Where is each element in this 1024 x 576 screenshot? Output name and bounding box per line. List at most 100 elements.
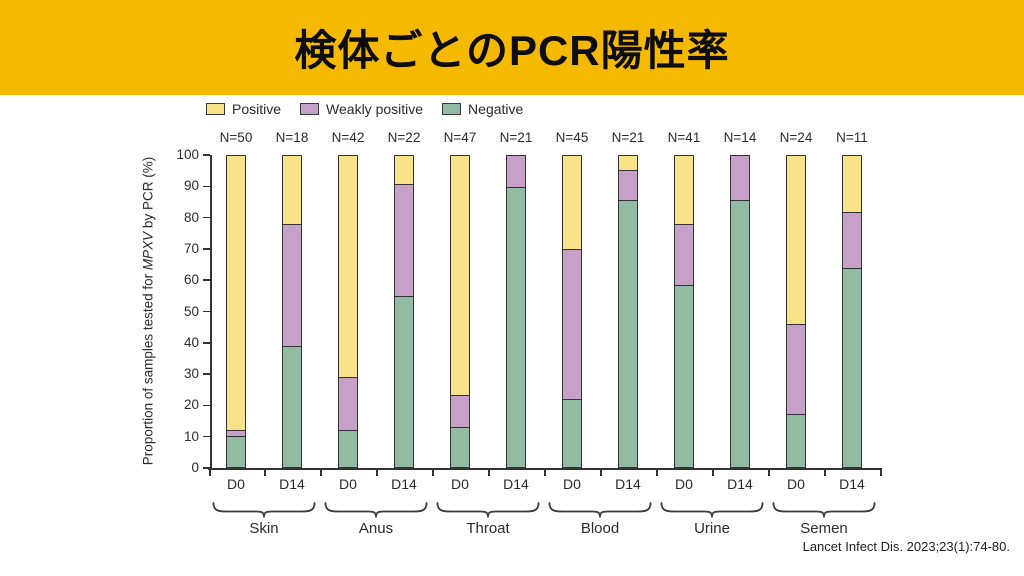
bar-segment-negative [563,398,581,467]
bar-n-label: N=42 [331,130,365,145]
bar-segment-weakly-positive [395,184,413,296]
legend-item-positive: Positive [206,101,281,117]
bar-n-label: N=18 [275,130,309,145]
bar-segment-negative [843,267,861,467]
bar-throat-d0 [450,155,470,468]
bar-segment-negative [675,285,693,467]
bar-segment-weakly-positive [563,249,581,399]
y-tick-mark [203,216,210,219]
y-tick-label: 20 [183,397,199,413]
bar-urine-d14 [730,155,750,468]
bar-day-label: D0 [339,476,357,492]
y-tick-mark [203,435,210,438]
bar-segment-weakly-positive [339,376,357,430]
bar-segment-positive [227,156,245,430]
bar-n-label: N=22 [387,130,421,145]
x-tick-mark [320,468,322,476]
legend-item-negative: Negative [442,101,523,117]
page-title: 検体ごとのPCR陽性率 [294,27,730,74]
group-label-blood: Blood [580,520,620,537]
y-tick-label: 40 [183,334,199,350]
y-tick-label: 0 [191,460,199,475]
bar-throat-d14 [506,155,526,468]
bar-segment-weakly-positive [675,224,693,286]
bar-segment-positive [283,156,301,225]
legend-label-weakly-positive: Weakly positive [326,101,424,117]
bar-anus-d0 [338,155,358,468]
bar-segment-positive [619,156,637,170]
y-tick-label: 60 [183,272,199,288]
y-tick-label: 30 [183,366,199,382]
y-tick-label: 50 [183,303,199,319]
x-tick-mark [600,468,602,476]
x-tick-mark [824,468,826,476]
bar-segment-negative [731,199,749,467]
x-tick-mark [656,468,658,476]
group-brace [548,502,652,519]
y-tick-mark [203,342,210,344]
bar-day-label: D0 [451,476,469,492]
bar-segment-positive [451,156,469,396]
legend-label-positive: Positive [232,101,282,117]
bar-segment-negative [451,426,469,467]
bar-blood-d14 [618,155,638,468]
bar-anus-d14 [394,155,414,468]
y-tick-mark [203,373,210,375]
y-tick-label: 70 [183,240,199,256]
bar-n-label: N=11 [836,130,868,145]
citation: Lancet Infect Dis. 2023;23(1):74-80. [802,539,1010,554]
group-brace [660,502,764,519]
group-label-anus: Anus [358,520,394,537]
legend-item-weakly-positive: Weakly positive [300,101,423,117]
x-tick-mark [432,468,434,476]
bar-semen-d14 [842,155,862,468]
bar-day-label: D0 [787,476,805,492]
bar-n-label: N=24 [779,130,813,145]
x-tick-mark [712,468,714,476]
y-tick-label: 80 [183,209,199,225]
bar-day-label: D0 [675,476,693,492]
bar-day-label: D0 [563,476,581,492]
bar-segment-negative [339,429,357,467]
bar-n-label: N=50 [219,130,253,145]
y-tick-mark [203,310,210,313]
chart-legend: Positive Weakly positive Negative [206,101,523,117]
group-brace [212,502,316,519]
bar-segment-negative [283,345,301,467]
positive-swatch-icon [206,103,225,115]
bar-urine-d0 [674,155,694,468]
bar-segment-weakly-positive [451,395,469,427]
bar-day-label: D14 [279,476,305,492]
bar-n-label: N=41 [667,130,701,145]
y-tick-mark [203,248,210,250]
negative-swatch-icon [442,103,462,115]
y-tick-label: 90 [183,178,199,194]
x-tick-mark [544,468,546,476]
bar-segment-negative [619,199,637,467]
bar-segment-weakly-positive [731,156,749,200]
bar-n-label: N=45 [555,130,589,145]
group-label-throat: Throat [466,520,510,537]
bar-semen-d0 [786,155,806,468]
bar-segment-weakly-positive [283,224,301,346]
bar-blood-d0 [562,155,582,468]
bar-segment-negative [507,187,525,467]
bar-segment-weakly-positive [787,323,805,415]
bar-segment-positive [843,156,861,212]
bar-skin-d0 [226,155,246,468]
bar-segment-positive [787,156,805,324]
bar-n-label: N=14 [723,130,757,145]
bar-day-label: D14 [503,476,529,492]
bar-segment-weakly-positive [843,212,861,268]
bar-n-label: N=21 [611,130,645,145]
group-brace [324,502,428,519]
y-axis-line [210,155,212,468]
y-tick-mark [203,467,210,469]
bar-segment-positive [395,156,413,184]
legend-label-negative: Negative [468,101,524,117]
bar-segment-weakly-positive [227,429,245,436]
group-brace [772,502,876,519]
weakly-positive-swatch-icon [300,103,320,115]
